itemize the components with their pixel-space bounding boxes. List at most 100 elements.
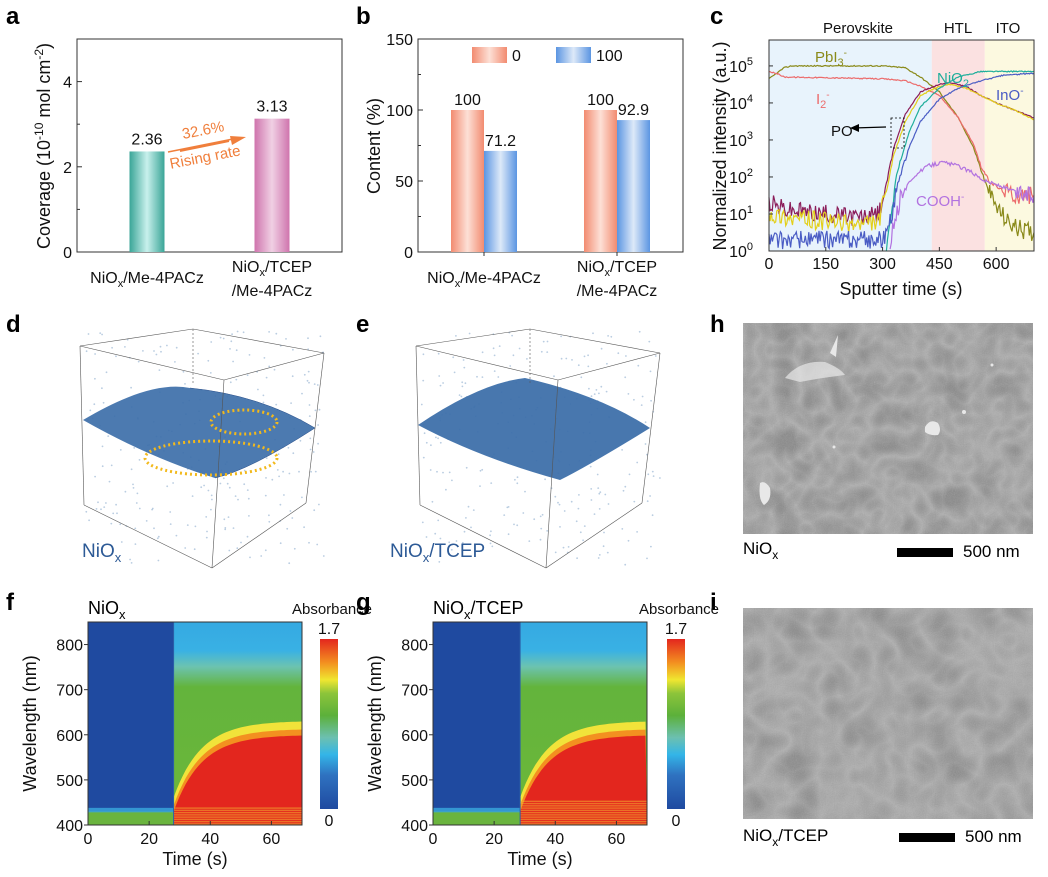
scatter-atom — [582, 539, 584, 542]
scatter-atom — [439, 384, 442, 387]
scatter-atom — [540, 350, 543, 353]
scatter-atom — [636, 461, 639, 464]
scatter-atom — [571, 359, 573, 361]
scatter-atom — [219, 482, 222, 485]
bounding-box-edges — [79, 328, 325, 569]
scatter-atom — [580, 376, 583, 379]
scatter-atom — [288, 562, 291, 565]
scatter-atom — [648, 340, 651, 343]
scatter-atom — [576, 557, 578, 560]
scatter-atom — [132, 487, 135, 489]
y-tick-label-b: 150 — [386, 32, 413, 49]
scatter-atom — [317, 442, 319, 445]
scatter-atom — [155, 353, 158, 356]
scatter-atom — [467, 505, 470, 508]
y-tick-label: 600 — [56, 728, 83, 745]
scatter-atom — [644, 421, 647, 424]
scatter-atom — [299, 439, 302, 442]
scatter-atom — [301, 496, 303, 499]
scatter-atom — [423, 432, 426, 435]
scatter-atom — [455, 335, 457, 337]
scatter-atom — [95, 508, 98, 510]
scatter-atom — [115, 355, 117, 358]
x-tick-label: 0 — [429, 831, 438, 848]
bar-b-0-1 — [584, 110, 617, 252]
scatter-atom — [460, 395, 463, 398]
scatter-atom — [288, 472, 291, 475]
scatter-atom — [286, 527, 289, 530]
scatter-atom — [257, 388, 259, 391]
scatter-atom — [197, 352, 200, 355]
scatter-atom — [246, 489, 249, 491]
x-tick-label-b-1-line2: /Me-4PACz — [577, 283, 658, 300]
curve-label-cooh: COOH- — [916, 192, 964, 210]
scatter-atom — [472, 509, 475, 511]
data-label-b-1-1: 92.9 — [618, 102, 649, 119]
scatter-atom — [107, 435, 110, 437]
scatter-atom — [211, 498, 213, 501]
x-tick-label: 20 — [485, 831, 503, 848]
scatter-atom — [516, 482, 519, 485]
series-line-Yellow — [768, 83, 1035, 233]
heatmap-band-400 — [88, 811, 174, 825]
scatter-atom — [312, 451, 315, 453]
colorbar — [667, 639, 685, 809]
scatter-atom — [235, 378, 238, 381]
x-tick-label-c: 450 — [926, 256, 953, 273]
plot-frame-a — [76, 38, 343, 253]
scatter-atom — [92, 545, 94, 547]
colorbar-title: Absorbance — [639, 601, 719, 618]
scatter-atom — [116, 512, 118, 515]
scatter-atom — [94, 353, 96, 355]
scatter-atom — [228, 549, 231, 552]
scatter-atom — [301, 392, 303, 395]
scatter-atom — [442, 382, 444, 384]
heatmap-region-before — [88, 622, 174, 825]
scatter-atom — [94, 475, 96, 478]
scatter-atom — [442, 471, 444, 474]
scatter-atom — [425, 441, 428, 444]
scatter-atom — [593, 513, 596, 515]
scatter-atom — [134, 527, 137, 530]
scatter-atom — [290, 402, 292, 404]
3d-reconstruction-nio: NiOx — [79, 328, 325, 569]
panel-label-f: f — [6, 589, 15, 616]
sample-label-h: NiOx — [743, 539, 778, 562]
scatter-atom — [641, 395, 644, 398]
scatter-atom — [193, 548, 196, 551]
scatter-atom — [89, 409, 92, 412]
scatter-atom — [268, 365, 271, 368]
heatmap-red-region — [173, 735, 302, 825]
region-label-perovskite: Perovskite — [823, 20, 893, 37]
scatter-atom — [275, 332, 278, 335]
data-label-a-0: 2.36 — [131, 131, 162, 148]
scatter-atom — [587, 354, 589, 357]
panel-c: c 0 150 300 450 600 100 101 102 103 104 105 Perovs… — [710, 3, 1035, 299]
scatter-atom — [130, 386, 133, 389]
scatter-atom — [151, 508, 154, 511]
scatter-atom — [463, 530, 466, 533]
y-tick-label-c: 103 — [729, 130, 753, 150]
scatter-atom — [592, 332, 594, 335]
series-line-NiO2- — [885, 70, 1034, 252]
scatter-atom — [439, 441, 442, 444]
scatter-atom — [93, 403, 96, 406]
scatter-atom — [222, 337, 225, 340]
x-tick-label-a-1-line2: /Me-4PACz — [232, 283, 313, 300]
scatter-atom — [512, 354, 515, 357]
scatter-atom — [166, 344, 168, 347]
scatter-atom — [246, 535, 249, 538]
scatter-atom — [633, 398, 635, 401]
x-tick-label: 60 — [608, 831, 626, 848]
sample-label-i: NiOx/TCEP — [743, 826, 828, 849]
scatter-atom — [654, 355, 657, 357]
curve-label-i2: I2- — [816, 90, 830, 111]
scatter-atom — [158, 369, 161, 371]
x-tick-label-c: 600 — [983, 256, 1010, 273]
data-label-b-0-0: 100 — [454, 92, 481, 109]
y-tick-label: 400 — [56, 818, 83, 835]
scatter-atom — [210, 341, 213, 343]
scatter-atom — [119, 523, 122, 526]
scatter-atom — [516, 476, 519, 479]
scatter-atom — [203, 484, 206, 487]
